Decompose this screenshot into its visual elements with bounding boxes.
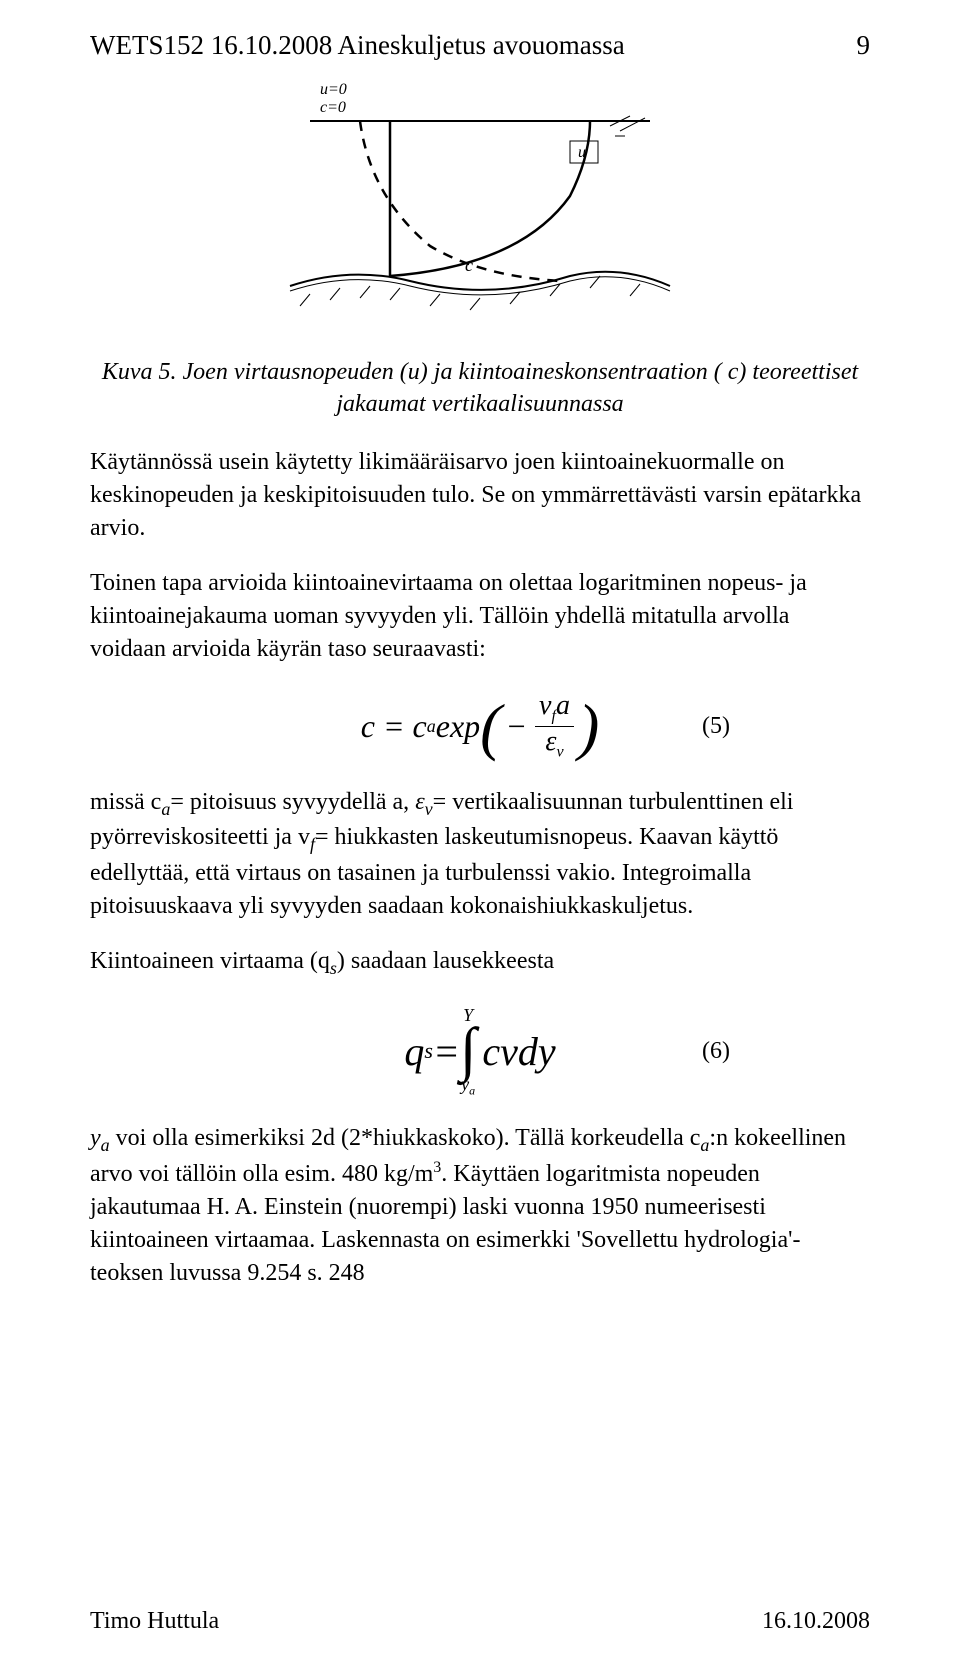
paragraph-3: missä ca= pitoisuus syvyydellä a, εv= ve…	[90, 786, 870, 923]
paragraph-2: Toinen tapa arvioida kiintoainevirtaama …	[90, 567, 870, 666]
equation-number-5: (5)	[702, 713, 730, 740]
footer-author: Timo Huttula	[90, 1608, 219, 1635]
document-header: WETS152 16.10.2008 Aineskuljetus avouoma…	[90, 30, 625, 61]
equation-6: qs = Y ∫ ya cvdy (6)	[90, 1006, 870, 1097]
velocity-concentration-diagram: u=0 c=0 u c	[270, 76, 690, 336]
figure-caption: Kuva 5. Joen virtausnopeuden (u) ja kiin…	[90, 356, 870, 421]
label-u: u	[578, 144, 586, 161]
paragraph-4: Kiintoaineen virtaama (qs) saadaan lause…	[90, 945, 870, 981]
paragraph-5: ya voi olla esimerkiksi 2d (2*hiukkaskok…	[90, 1122, 870, 1291]
label-u0: u=0	[320, 81, 347, 98]
footer-date: 16.10.2008	[762, 1608, 870, 1635]
page-number: 9	[857, 30, 871, 61]
equation-5: c = ca exp ( − vfa εv ) (5)	[90, 691, 870, 760]
label-c: c	[465, 255, 473, 275]
equation-number-6: (6)	[702, 1038, 730, 1065]
paragraph-1: Käytännössä usein käytetty likimääräisar…	[90, 446, 870, 545]
label-c0: c=0	[320, 99, 346, 116]
